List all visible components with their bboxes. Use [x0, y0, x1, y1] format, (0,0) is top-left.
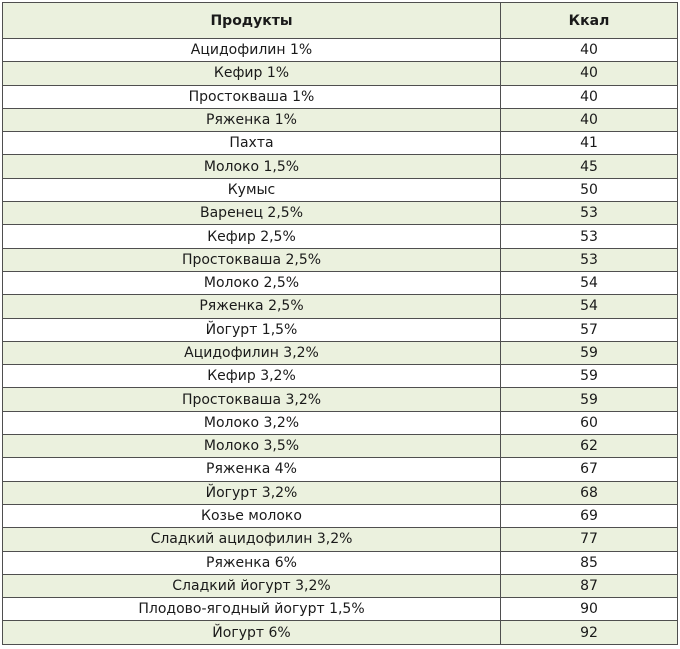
table-row: Простокваша 2,5% 53: [2, 247, 678, 272]
header-kcal: Ккал: [500, 2, 678, 39]
product-cell: Ряженка 6%: [2, 550, 501, 575]
kcal-cell: 67: [500, 457, 678, 482]
table-row: Йогурт 6% 92: [2, 620, 678, 645]
table-row: Сладкий йогурт 3,2% 87: [2, 573, 678, 599]
table-row: Кефир 2,5% 53: [2, 224, 678, 249]
product-cell: Молоко 2,5%: [2, 270, 501, 296]
kcal-cell: 53: [500, 201, 678, 226]
table-row: Простокваша 3,2% 59: [2, 387, 678, 412]
table-row: Молоко 3,2% 60: [2, 410, 678, 436]
product-cell: Простокваша 2,5%: [2, 247, 501, 272]
kcal-cell: 45: [500, 154, 678, 179]
kcal-cell: 54: [500, 294, 678, 319]
kcal-cell: 40: [500, 107, 678, 133]
product-cell: Молоко 1,5%: [2, 154, 501, 179]
product-cell: Козье молоко: [2, 503, 501, 529]
table-row: Плодово-ягодный йогурт 1,5% 90: [2, 597, 678, 622]
kcal-cell: 53: [500, 247, 678, 272]
product-cell: Сладкий ацидофилин 3,2%: [2, 527, 501, 552]
kcal-cell: 85: [500, 550, 678, 575]
product-cell: Кумыс: [2, 177, 501, 203]
kcal-cell: 59: [500, 340, 678, 366]
product-cell: Простокваша 1%: [2, 84, 501, 109]
kcal-cell: 59: [500, 364, 678, 389]
table-row: Ацидофилин 3,2% 59: [2, 340, 678, 366]
table-row: Йогурт 1,5% 57: [2, 317, 678, 342]
product-cell: Йогурт 6%: [2, 620, 501, 645]
table-row: Ряженка 1% 40: [2, 107, 678, 133]
kcal-cell: 69: [500, 503, 678, 529]
table-row: Козье молоко 69: [2, 503, 678, 529]
kcal-cell: 57: [500, 317, 678, 342]
product-cell: Ряженка 4%: [2, 457, 501, 482]
product-cell: Простокваша 3,2%: [2, 387, 501, 412]
table-row: Ряженка 4% 67: [2, 457, 678, 482]
kcal-cell: 60: [500, 410, 678, 436]
product-cell: Молоко 3,2%: [2, 410, 501, 436]
kcal-cell: 54: [500, 270, 678, 296]
table-row: Йогурт 3,2% 68: [2, 480, 678, 505]
kcal-cell: 68: [500, 480, 678, 505]
product-cell: Йогурт 1,5%: [2, 317, 501, 342]
kcal-cell: 50: [500, 177, 678, 203]
product-cell: Ряженка 2,5%: [2, 294, 501, 319]
product-cell: Кефир 3,2%: [2, 364, 501, 389]
table-row: Кумыс 50: [2, 177, 678, 203]
kcal-cell: 41: [500, 131, 678, 156]
table-body: Ацидофилин 1% 40 Кефир 1% 40 Простокваша 1% 4…: [2, 37, 678, 645]
table-row: Ряженка 6% 85: [2, 550, 678, 575]
table-row: Кефир 1% 40: [2, 61, 678, 86]
product-cell: Кефир 2,5%: [2, 224, 501, 249]
table-row: Ряженка 2,5% 54: [2, 294, 678, 319]
table-row: Простокваша 1% 40: [2, 84, 678, 109]
product-cell: Плодово-ягодный йогурт 1,5%: [2, 597, 501, 622]
kcal-cell: 62: [500, 434, 678, 459]
table-row: Молоко 1,5% 45: [2, 154, 678, 179]
table-row: Молоко 2,5% 54: [2, 270, 678, 296]
table-row: Молоко 3,5% 62: [2, 434, 678, 459]
product-cell: Варенец 2,5%: [2, 201, 501, 226]
product-cell: Кефир 1%: [2, 61, 501, 86]
table-row: Сладкий ацидофилин 3,2% 77: [2, 527, 678, 552]
kcal-cell: 77: [500, 527, 678, 552]
table-row: Кефир 3,2% 59: [2, 364, 678, 389]
table-row: Варенец 2,5% 53: [2, 201, 678, 226]
kcal-cell: 87: [500, 573, 678, 599]
kcal-cell: 59: [500, 387, 678, 412]
table-row: Ацидофилин 1% 40: [2, 37, 678, 63]
header-product: Продукты: [2, 2, 501, 39]
product-cell: Ацидофилин 1%: [2, 37, 501, 63]
header-row: Продукты Ккал: [2, 2, 678, 39]
kcal-cell: 92: [500, 620, 678, 645]
kcal-cell: 90: [500, 597, 678, 622]
table-row: Пахта 41: [2, 131, 678, 156]
kcal-cell: 40: [500, 61, 678, 86]
product-cell: Йогурт 3,2%: [2, 480, 501, 505]
kcal-cell: 40: [500, 84, 678, 109]
product-cell: Пахта: [2, 131, 501, 156]
product-cell: Сладкий йогурт 3,2%: [2, 573, 501, 599]
table-header: Продукты Ккал: [2, 2, 678, 39]
product-cell: Ацидофилин 3,2%: [2, 340, 501, 366]
kcal-cell: 53: [500, 224, 678, 249]
product-cell: Ряженка 1%: [2, 107, 501, 133]
product-cell: Молоко 3,5%: [2, 434, 501, 459]
kcal-cell: 40: [500, 37, 678, 63]
